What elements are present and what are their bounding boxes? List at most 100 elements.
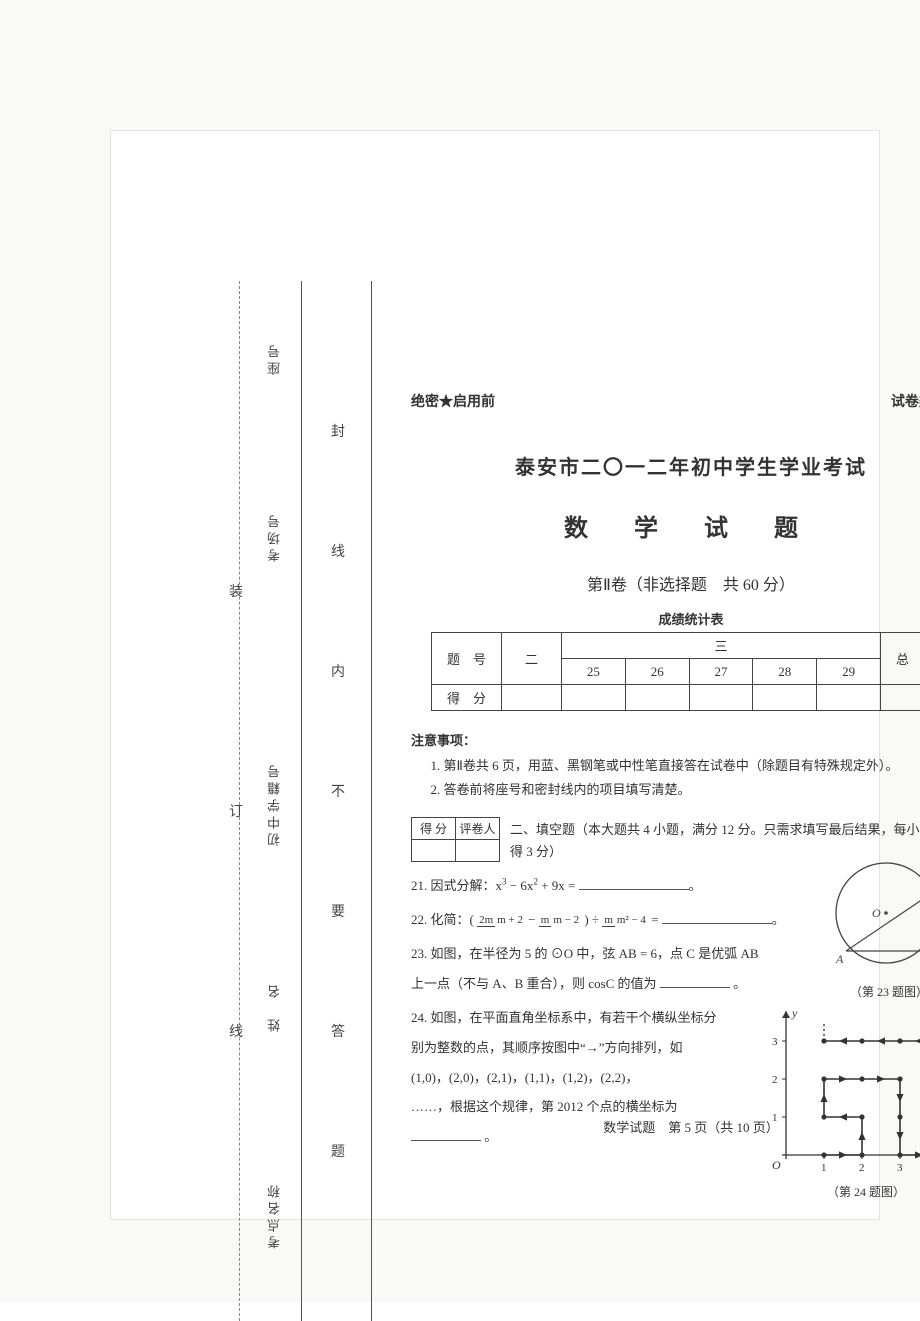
score-table: 题 号 二 三 总 分 25 26 27 28 29 得 分 bbox=[431, 632, 920, 711]
svg-text:1: 1 bbox=[821, 1162, 827, 1174]
th-sub: 27 bbox=[689, 659, 753, 685]
q22-text: 22. 化简：( bbox=[411, 912, 474, 927]
secret-label: 绝密★启用前 bbox=[411, 391, 495, 411]
q23-line: 23. 如图，在半径为 5 的 ⊙O 中，弦 AB = 6，点 C 是优弧 AB bbox=[411, 939, 781, 969]
svg-text:y: y bbox=[791, 1006, 798, 1020]
margin-char: 要 bbox=[329, 901, 347, 921]
margin-mark: 线 bbox=[227, 1021, 245, 1041]
margin-mark: 装 bbox=[227, 581, 245, 601]
th-sub: 28 bbox=[753, 659, 817, 685]
th-three: 三 bbox=[562, 633, 881, 659]
fraction: mm² − 4 bbox=[602, 915, 648, 927]
q24-line: (1,0)，(2,0)，(2,1)，(1,1)，(1,2)，(2,2)， bbox=[411, 1063, 751, 1093]
td-blank bbox=[817, 685, 881, 711]
title-subject: 数 学 试 题 bbox=[411, 508, 920, 543]
notes-item: 2. 答卷前将座号和密封线内的项目填写清楚。 bbox=[411, 778, 920, 803]
frac-num: m bbox=[539, 914, 552, 927]
fraction: mm − 2 bbox=[539, 915, 581, 927]
page-footer: 数学试题 第 5 页（共 10 页） bbox=[411, 1117, 920, 1136]
frac-num: m bbox=[602, 914, 615, 927]
td-grader: 评卷人 bbox=[456, 818, 500, 840]
td-score: 得 分 bbox=[412, 818, 456, 840]
figure-24-caption: （第 24 题图） bbox=[761, 1183, 920, 1200]
score-table-caption: 成绩统计表 bbox=[411, 609, 920, 628]
th-sub: 29 bbox=[817, 659, 881, 685]
title-section: 第Ⅱ卷（非选择题 共 60 分） bbox=[411, 571, 920, 595]
td-blank bbox=[562, 685, 626, 711]
margin-label-xuejihao: 初中学籍号 bbox=[265, 761, 284, 846]
answer-blank bbox=[579, 876, 689, 890]
answer-blank bbox=[660, 974, 730, 988]
q22-text: = bbox=[651, 912, 662, 927]
q23-line: 上一点（不与 A、B 重合），则 cosC 的值为 。 bbox=[411, 969, 781, 999]
th-two: 二 bbox=[502, 633, 562, 685]
figure-24: 1234123Oxy （第 24 题图） bbox=[761, 1005, 920, 1200]
q23-text: 上一点（不与 A、B 重合），则 cosC 的值为 bbox=[411, 976, 657, 991]
svg-text:O: O bbox=[772, 1158, 781, 1172]
margin-char: 内 bbox=[329, 661, 347, 681]
header-row: 绝密★启用前 试卷类型：A bbox=[411, 391, 920, 411]
frac-den: m² − 4 bbox=[615, 914, 648, 926]
svg-text:2: 2 bbox=[859, 1162, 865, 1174]
margin-mark: 订 bbox=[227, 801, 245, 821]
svg-text:A: A bbox=[835, 952, 844, 966]
figure-23-svg: OABC bbox=[824, 855, 920, 975]
margin-label-xingming: 姓 名 bbox=[265, 981, 284, 1032]
notes-block: 注意事项： 1. 第Ⅱ卷共 6 页，用蓝、黑钢笔或中性笔直接答在试卷中（除题目有… bbox=[411, 729, 920, 803]
notes-item: 1. 第Ⅱ卷共 6 页，用蓝、黑钢笔或中性笔直接答在试卷中（除题目有特殊规定外）… bbox=[411, 754, 920, 779]
margin-solid-line-2 bbox=[371, 281, 372, 1321]
scanned-page: 考点名称 姓 名 初中学籍号 考场号 座号 封 线 内 不 要 答 题 装 订 … bbox=[110, 130, 880, 1220]
title-main: 泰安市二〇一二年初中学生学业考试 bbox=[411, 451, 920, 480]
svg-text:2: 2 bbox=[772, 1074, 778, 1086]
td-blank bbox=[502, 685, 562, 711]
q22-text: ) ÷ bbox=[584, 912, 602, 927]
figure-24-svg: 1234123Oxy bbox=[764, 1005, 920, 1175]
answer-blank bbox=[662, 910, 772, 924]
td-blank bbox=[625, 685, 689, 711]
q22-text: − bbox=[528, 912, 539, 927]
table-row: 得 分 评卷人 bbox=[412, 818, 500, 840]
svg-text:O: O bbox=[872, 906, 881, 920]
table-row: 题 号 二 三 总 分 bbox=[432, 633, 920, 659]
q24-line: 别为整数的点，其顺序按图中“→”方向排列，如 bbox=[411, 1033, 751, 1063]
th-total: 总 分 bbox=[881, 633, 920, 685]
margin-char: 答 bbox=[329, 1021, 347, 1041]
margin-solid-line bbox=[301, 281, 302, 1321]
binding-margin: 考点名称 姓 名 初中学籍号 考场号 座号 封 线 内 不 要 答 题 装 订 … bbox=[231, 281, 381, 1321]
td-score-label: 得 分 bbox=[432, 685, 502, 711]
td-blank bbox=[456, 840, 500, 862]
question-23: 23. 如图，在半径为 5 的 ⊙O 中，弦 AB = 6，点 C 是优弧 AB… bbox=[411, 939, 781, 999]
margin-char: 封 bbox=[329, 421, 347, 441]
marker-table: 得 分 评卷人 bbox=[411, 817, 500, 862]
frac-den: m − 2 bbox=[551, 914, 581, 926]
exam-content: 绝密★启用前 试卷类型：A 泰安市二〇一二年初中学生学业考试 数 学 试 题 第… bbox=[411, 391, 920, 1156]
margin-char: 不 bbox=[329, 781, 347, 801]
margin-char: 题 bbox=[329, 1141, 347, 1161]
td-blank bbox=[753, 685, 817, 711]
q24-line: 24. 如图，在平面直角坐标系中，有若干个横纵坐标分 bbox=[411, 1003, 751, 1033]
q21-text: + 9x = bbox=[538, 878, 579, 893]
margin-label-kaodian: 考点名称 bbox=[265, 1181, 284, 1249]
table-row bbox=[412, 840, 500, 862]
td-blank bbox=[412, 840, 456, 862]
q24-text: ……，根据这个规律，第 2012 个点的横坐标为 bbox=[411, 1099, 678, 1114]
frac-den: m + 2 bbox=[495, 914, 525, 926]
q23-text: 。 bbox=[733, 976, 746, 991]
td-blank bbox=[881, 685, 920, 711]
margin-label-kaochang: 考场号 bbox=[265, 511, 284, 562]
fraction: 2mm + 2 bbox=[477, 915, 525, 927]
th-sub: 26 bbox=[625, 659, 689, 685]
notes-heading: 注意事项： bbox=[411, 729, 920, 754]
th-sub: 25 bbox=[562, 659, 626, 685]
q21-text: − 6x bbox=[507, 878, 534, 893]
q21-text: 21. 因式分解：x bbox=[411, 878, 502, 893]
figure-23: OABC （第 23 题图） bbox=[819, 855, 920, 1000]
margin-char: 线 bbox=[329, 541, 347, 561]
th-question-no: 题 号 bbox=[432, 633, 502, 685]
td-blank bbox=[689, 685, 753, 711]
svg-text:3: 3 bbox=[772, 1036, 778, 1048]
margin-label-zuohao: 座号 bbox=[265, 341, 284, 375]
figure-23-caption: （第 23 题图） bbox=[819, 983, 920, 1000]
paper-type-label: 试卷类型：A bbox=[891, 391, 920, 411]
svg-text:3: 3 bbox=[897, 1162, 903, 1174]
